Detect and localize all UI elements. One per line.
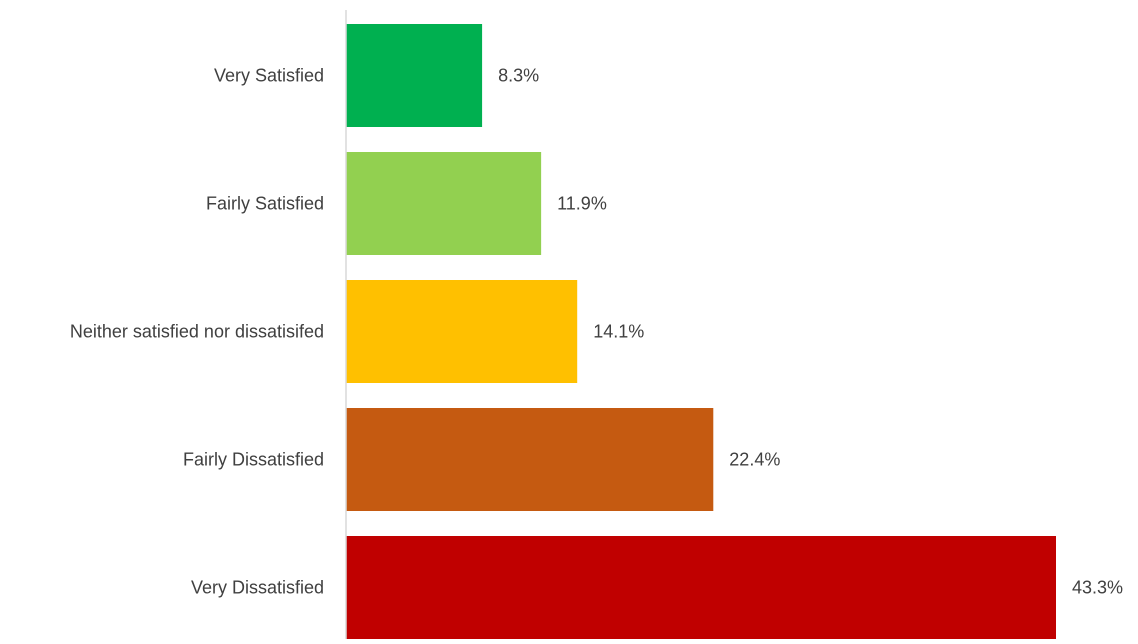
bar-fairly-satisfied [346,152,542,255]
category-label-fairly-dissatisfied: Fairly Dissatisfied [183,450,324,470]
bar-very-dissatisfied [346,536,1056,639]
category-label-fairly-satisfied: Fairly Satisfied [206,194,324,214]
category-label-very-dissatisfied: Very Dissatisfied [191,578,324,598]
bar-neither-satisfied-nor-dissatisifed [346,280,578,383]
value-label-very-satisfied: 8.3% [498,66,539,86]
category-label-neither-satisfied-nor-dissatisifed: Neither satisfied nor dissatisifed [70,322,324,342]
bars-group [346,24,1056,639]
category-label-very-satisfied: Very Satisfied [214,66,324,86]
bar-fairly-dissatisfied [346,408,714,511]
value-labels-group: 8.3% 11.9% 14.1% 22.4% 43.3% [498,66,1123,598]
value-label-fairly-satisfied: 11.9% [557,194,607,214]
value-label-fairly-dissatisfied: 22.4% [729,450,780,470]
category-labels-group: Very Satisfied Fairly Satisfied Neither sa… [70,66,324,598]
value-label-very-dissatisfied: 43.3% [1072,578,1123,598]
bar-very-satisfied [346,24,483,127]
value-label-neither-satisfied-nor-dissatisifed: 14.1% [593,322,644,342]
